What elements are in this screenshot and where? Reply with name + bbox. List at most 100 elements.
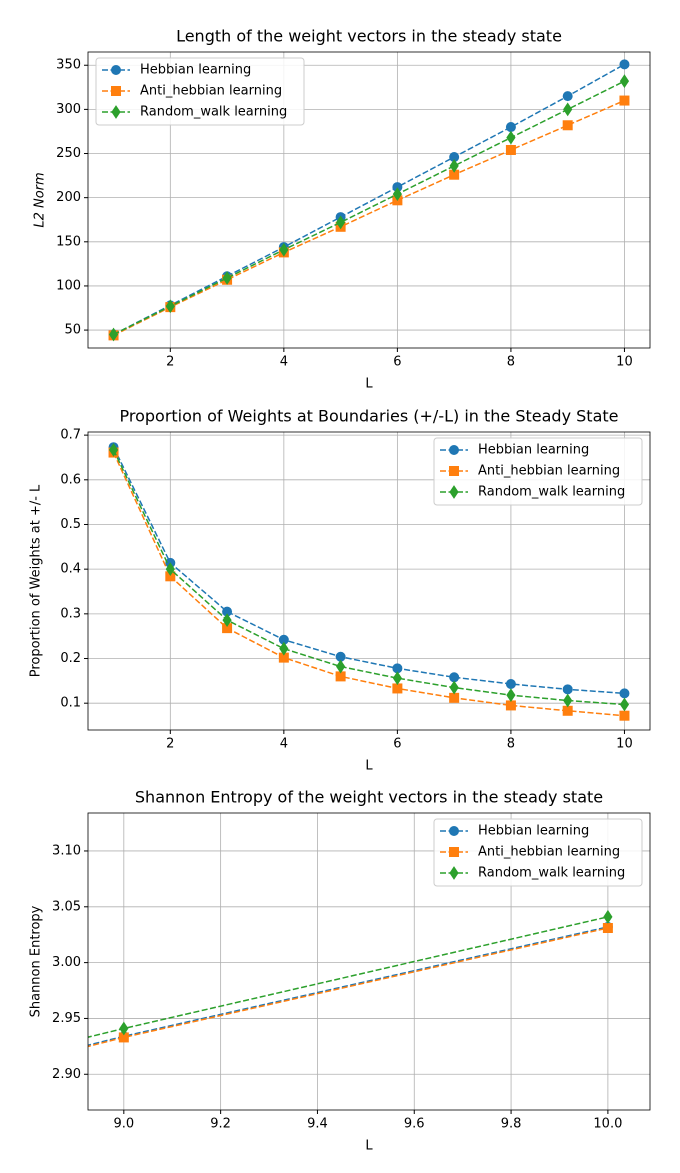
legend-box [433, 437, 643, 506]
y-tick-label: 350 [56, 58, 81, 73]
marker [392, 187, 402, 202]
marker [119, 1021, 129, 1036]
series-line [88, 927, 609, 1048]
marker [449, 466, 459, 476]
marker [602, 923, 613, 934]
x-tick-label: 2 [166, 737, 174, 752]
y-tick-label: 0.1 [60, 696, 81, 711]
legend-label: Anti_hebbian learning [478, 464, 620, 479]
x-axis-label: L [365, 377, 373, 392]
marker [603, 909, 613, 924]
marker [563, 693, 573, 708]
marker [619, 59, 630, 70]
legend-label: Random_walk learning [478, 866, 625, 881]
marker [449, 485, 459, 499]
marker [392, 671, 402, 686]
marker [336, 215, 346, 230]
marker [111, 65, 121, 75]
x-tick-label: 10 [616, 737, 633, 752]
x-axis-label: L [365, 759, 373, 774]
x-tick-label: 8 [507, 737, 515, 752]
y-tick-label: 3.05 [52, 899, 81, 914]
series-line [113, 63, 625, 336]
marker [392, 683, 403, 694]
y-axis-label: L2 Norm [33, 172, 48, 227]
marker [619, 74, 630, 89]
series-line [113, 99, 625, 337]
subplot: 2 4 6 8 10 0.1 0.2 0.3 0.4 0.5 0.6 0.7 Proportion of… [29, 407, 651, 774]
chart-title: Length of the weight vectors in the stea… [176, 27, 562, 46]
marker [111, 105, 121, 119]
marker [449, 866, 459, 880]
series-line [112, 452, 625, 717]
legend-box [433, 818, 643, 887]
marker [562, 120, 573, 131]
marker [449, 158, 459, 173]
x-tick-label: 10 [616, 355, 633, 370]
subplot: 9.0 9.2 9.4 9.6 9.8 10.0 2.90 2.95 3.00 3.05 3.10 S… [29, 788, 651, 1154]
x-tick-label: 4 [280, 355, 288, 370]
x-tick-label: 9.8 [501, 1117, 522, 1132]
marker [619, 95, 630, 106]
marker [449, 672, 460, 683]
legend-label: Anti_hebbian learning [140, 84, 282, 99]
series-line [88, 916, 609, 1038]
y-axis-label: Shannon Entropy [29, 905, 44, 1017]
marker [449, 692, 460, 703]
x-tick-label: 6 [393, 355, 401, 370]
marker [222, 613, 232, 627]
marker [562, 705, 573, 716]
y-tick-label: 0.4 [60, 562, 81, 577]
y-tick-label: 3.10 [52, 843, 81, 858]
legend-label: Anti_hebbian learning [478, 845, 620, 860]
y-tick-label: 0.7 [60, 428, 81, 443]
marker [279, 641, 289, 656]
y-tick-label: 100 [56, 278, 81, 293]
x-tick-label: 9.4 [307, 1117, 328, 1132]
marker [619, 688, 630, 699]
x-axis-label: L [365, 1139, 373, 1154]
marker [222, 271, 232, 285]
marker [563, 102, 573, 117]
legend-box [95, 57, 305, 126]
marker [108, 442, 119, 457]
legend-label: Hebbian learning [140, 63, 251, 78]
y-tick-label: 2.90 [52, 1067, 81, 1082]
subplot: 2 4 6 8 10 50 100 150 200 250 300 350 Length of the … [33, 27, 651, 392]
x-tick-label: 4 [280, 737, 288, 752]
marker [505, 122, 516, 133]
marker [449, 680, 459, 695]
y-tick-label: 300 [56, 102, 81, 117]
x-tick-label: 9.2 [210, 1117, 231, 1132]
y-tick-label: 200 [56, 190, 81, 205]
marker [165, 562, 175, 577]
marker [108, 327, 119, 342]
y-tick-label: 2.95 [52, 1011, 81, 1026]
x-tick-label: 10.0 [593, 1117, 622, 1132]
x-tick-label: 9.6 [404, 1117, 425, 1132]
y-tick-label: 0.3 [60, 606, 81, 621]
marker [505, 678, 516, 689]
series-line [112, 446, 625, 695]
legend: Hebbian learning Anti_hebbian learning Ran… [433, 818, 643, 887]
x-tick-label: 2 [166, 355, 174, 370]
marker [505, 144, 516, 155]
y-axis-label: Proportion of Weights at +/- L [29, 484, 44, 677]
x-tick-label: 9.0 [113, 1117, 134, 1132]
marker [562, 684, 573, 695]
y-tick-label: 250 [56, 146, 81, 161]
legend-label: Random_walk learning [478, 485, 625, 500]
marker [506, 130, 516, 145]
marker [336, 659, 346, 674]
y-tick-label: 0.5 [60, 517, 81, 532]
plot-frame [87, 812, 651, 1111]
plot-frame [87, 51, 651, 349]
series-line [113, 80, 625, 336]
y-tick-label: 150 [56, 234, 81, 249]
legend: Hebbian learning Anti_hebbian learning Ran… [95, 57, 305, 126]
x-tick-label: 8 [507, 355, 515, 370]
legend: Hebbian learning Anti_hebbian learning Ran… [433, 437, 643, 506]
legend-label: Hebbian learning [478, 824, 589, 839]
y-tick-label: 0.2 [60, 651, 81, 666]
